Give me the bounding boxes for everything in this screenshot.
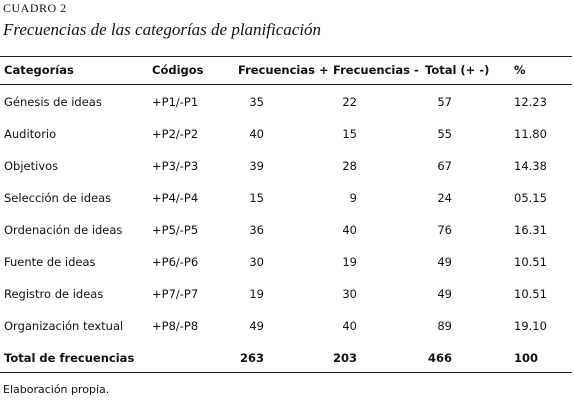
cell: 40 (249, 127, 264, 141)
column-header: Frecuencias + (238, 63, 329, 77)
cell: 24 (437, 191, 452, 205)
cell: 16.31 (514, 223, 547, 237)
column-header: Categorías (4, 63, 74, 77)
total-cell: 203 (332, 351, 357, 365)
cell: +P8/-P8 (152, 319, 199, 333)
cell: 14.38 (514, 159, 547, 173)
rule (0, 372, 572, 373)
cell: +P3/-P3 (152, 159, 199, 173)
cell: 28 (342, 159, 357, 173)
cell: 49 (437, 287, 452, 301)
cell: 76 (437, 223, 452, 237)
rule (0, 84, 572, 85)
cell: 57 (437, 95, 452, 109)
cell: 40 (342, 223, 357, 237)
cell: +P1/-P1 (152, 95, 199, 109)
cell: 35 (249, 95, 264, 109)
cell: 55 (437, 127, 452, 141)
row-label: Registro de ideas (4, 287, 104, 301)
cell: 12.23 (514, 95, 547, 109)
cell: 49 (249, 319, 264, 333)
cell: 9 (349, 191, 357, 205)
cell: 15 (342, 127, 357, 141)
row-label: Objetivos (4, 159, 59, 173)
cell: +P7/-P7 (152, 287, 199, 301)
total-cell: 100 (514, 351, 539, 365)
cell: 36 (249, 223, 264, 237)
column-header: Códigos (152, 63, 204, 77)
total-label: Total de frecuencias (4, 351, 135, 365)
cell: 49 (437, 255, 452, 269)
cell: 30 (342, 287, 357, 301)
row-label: Ordenación de ideas (4, 223, 123, 237)
cell: 05.15 (514, 191, 547, 205)
cell: 89 (437, 319, 452, 333)
cell: 10.51 (514, 255, 547, 269)
cell: 19 (249, 287, 264, 301)
total-cell: 466 (427, 351, 452, 365)
cell: +P6/-P6 (152, 255, 199, 269)
total-cell: 263 (239, 351, 264, 365)
cell: 22 (342, 95, 357, 109)
row-label: Organización textual (4, 319, 124, 333)
cell: 30 (249, 255, 264, 269)
column-header: Frecuencias - (333, 63, 419, 77)
cell: 10.51 (514, 287, 547, 301)
column-header: Total (+ -) (425, 63, 490, 77)
table-label: CUADRO 2 (3, 1, 67, 15)
column-header: % (514, 63, 526, 77)
cell: 40 (342, 319, 357, 333)
table-title: Frecuencias de las categorías de planifi… (3, 20, 322, 39)
rule (0, 56, 572, 57)
cell: +P5/-P5 (152, 223, 199, 237)
footer: Elaboración propia. (3, 383, 110, 396)
row-label: Selección de ideas (4, 191, 112, 205)
cell: 19 (342, 255, 357, 269)
cell: +P4/-P4 (152, 191, 199, 205)
row-label: Auditorio (4, 127, 57, 141)
row-label: Fuente de ideas (4, 255, 96, 269)
cell: 15 (249, 191, 264, 205)
row-label: Génesis de ideas (4, 95, 102, 109)
cell: 19.10 (514, 319, 547, 333)
cell: 11.80 (514, 127, 547, 141)
cell: +P2/-P2 (152, 127, 199, 141)
cell: 67 (437, 159, 452, 173)
cell: 39 (249, 159, 264, 173)
